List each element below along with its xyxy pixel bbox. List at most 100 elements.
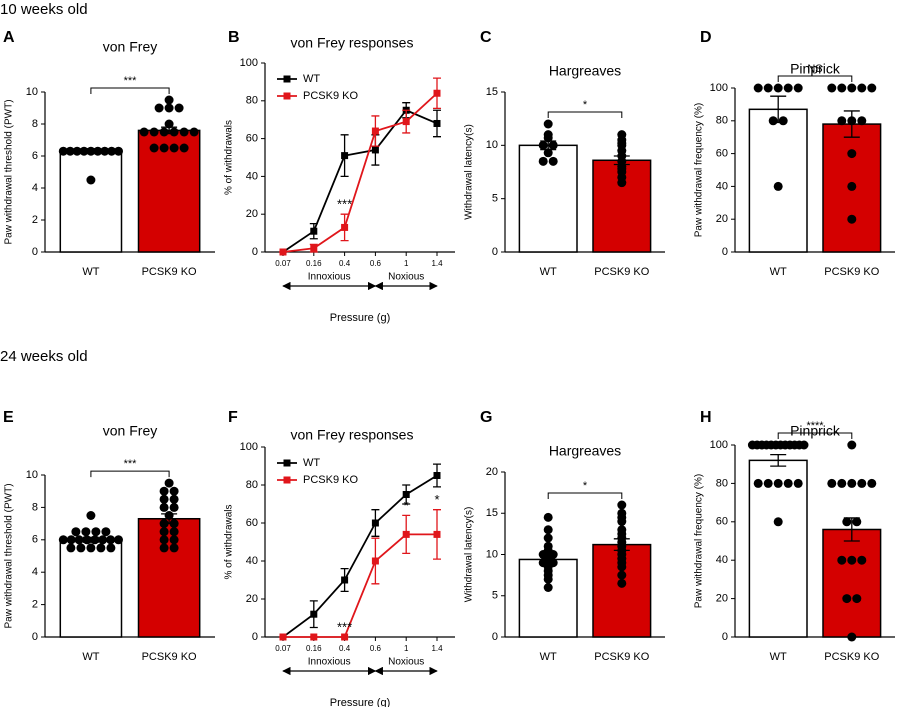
data-point (174, 103, 184, 113)
data-point (159, 486, 169, 496)
y-tick-label: 2 (32, 214, 38, 226)
y-axis-label: % of withdrawals (224, 120, 235, 195)
panel-label: G (480, 409, 492, 426)
annotation: *** (337, 619, 352, 634)
y-tick-label: 8 (32, 118, 38, 130)
y-tick-label: 4 (32, 182, 38, 194)
data-point (793, 83, 803, 93)
x-tick-label: 0.07 (275, 259, 291, 268)
y-tick-label: 5 (492, 193, 498, 205)
data-point (179, 143, 189, 153)
data-point (169, 486, 179, 496)
data-point (114, 535, 123, 545)
x-tick-label: WT (540, 266, 557, 278)
data-point (753, 83, 763, 93)
y-tick-label: 0 (722, 631, 728, 643)
data-point (169, 535, 179, 545)
data-point (857, 83, 867, 93)
legend-label: PCSK9 KO (303, 90, 358, 102)
data-point (164, 103, 174, 113)
data-point (72, 146, 82, 156)
data-point (98, 535, 108, 545)
data-point (86, 175, 96, 185)
data-point (101, 527, 111, 537)
data-point (169, 127, 179, 137)
marker (402, 118, 410, 126)
data-point (159, 535, 169, 545)
significance-bracket (777, 432, 853, 439)
data-point (799, 440, 809, 450)
significance-bracket (777, 75, 853, 82)
significance-label: *** (124, 75, 138, 87)
significance-label: NS (807, 63, 822, 75)
y-tick-label: 100 (240, 57, 258, 69)
marker (341, 576, 349, 584)
y-tick-label: 8 (32, 501, 38, 513)
y-tick-label: 60 (246, 517, 258, 529)
region-label: Innoxious (308, 272, 351, 283)
y-tick-label: 4 (32, 566, 38, 578)
data-point (159, 143, 169, 153)
marker (371, 557, 379, 565)
data-point (543, 512, 553, 522)
significance-bracket (547, 492, 623, 499)
section-title: 10 weeks old (0, 1, 88, 18)
x-tick-label: 0.4 (339, 644, 351, 653)
x-tick-label: 1.4 (431, 644, 443, 653)
data-point (847, 214, 857, 224)
significance-bracket (90, 87, 170, 94)
y-tick-label: 10 (486, 548, 498, 560)
x-tick-label: WT (770, 651, 787, 663)
data-point (93, 146, 103, 156)
data-point (164, 478, 174, 488)
x-axis-label: Pressure (g) (330, 697, 391, 707)
data-point (842, 594, 852, 604)
chart-title: Pinprick (790, 61, 841, 77)
data-point (538, 140, 548, 150)
legend-marker (283, 459, 291, 467)
y-tick-label: 80 (246, 95, 258, 107)
marker (310, 227, 318, 235)
data-point (96, 543, 106, 553)
y-tick-label: 0 (252, 631, 258, 643)
data-point (159, 543, 169, 553)
data-point (763, 83, 773, 93)
data-point (617, 570, 627, 580)
data-point (71, 527, 81, 537)
x-tick-label: WT (82, 651, 99, 663)
x-tick-label: WT (540, 651, 557, 663)
data-point (768, 116, 778, 126)
data-point (164, 95, 174, 105)
data-point (857, 555, 867, 565)
chart-title: von Frey (103, 423, 157, 439)
x-tick-label: PCSK9 KO (824, 651, 879, 663)
y-axis-label: % of withdrawals (224, 504, 235, 579)
bar (137, 129, 201, 253)
bar (59, 150, 123, 253)
series-line (282, 92, 438, 253)
y-tick-label: 100 (710, 82, 728, 94)
data-point (753, 478, 763, 488)
marker (310, 244, 318, 252)
y-tick-label: 20 (716, 593, 728, 605)
chart-title: Hargreaves (549, 443, 621, 459)
data-point (783, 83, 793, 93)
data-point (86, 511, 96, 520)
y-tick-label: 20 (246, 593, 258, 605)
marker (310, 610, 318, 618)
data-point (154, 103, 164, 113)
y-tick-label: 6 (32, 534, 38, 546)
data-point (543, 533, 553, 543)
y-tick-label: 60 (246, 133, 258, 145)
data-point (847, 149, 857, 159)
marker (341, 152, 349, 160)
y-tick-label: 0 (32, 631, 38, 643)
marker (433, 119, 441, 127)
data-point (543, 525, 553, 535)
data-point (66, 535, 76, 545)
bar (59, 539, 123, 638)
data-point (538, 156, 548, 166)
data-point (91, 527, 101, 537)
data-point (86, 146, 96, 156)
y-tick-label: 15 (486, 507, 498, 519)
